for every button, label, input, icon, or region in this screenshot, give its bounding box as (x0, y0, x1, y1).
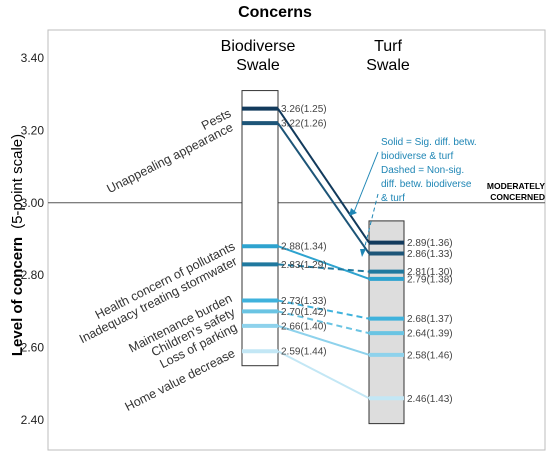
y-tick-label: 3.40 (21, 51, 45, 65)
turf-value-label: 2.81(1.30) (407, 267, 453, 278)
turf-swale-box (368, 220, 405, 425)
biodiverse-value-label: 2.70(1.42) (281, 307, 327, 318)
reference-label-line2: CONCERNED (490, 192, 545, 202)
note-arrowhead-dashed (360, 249, 366, 257)
note-arrow-solid (353, 151, 379, 213)
connector-line (277, 310, 370, 335)
biodiverse-value-label: 2.59(1.44) (281, 347, 327, 358)
note-line-1: Solid = Sig. diff. betw. (381, 137, 477, 148)
connector-line (277, 245, 370, 280)
connector-line (277, 324, 370, 356)
y-tick-label: 2.60 (21, 341, 45, 355)
note-arrow-dashed (363, 193, 379, 251)
note-line-2: biodiverse & turf (381, 151, 453, 162)
turf-value-label: 2.64(1.39) (407, 329, 453, 340)
turf-value-label: 2.46(1.43) (407, 394, 453, 405)
chart-title: Concerns (238, 4, 312, 21)
biodiverse-value-label: 3.22(1.26) (281, 119, 327, 130)
y-tick-label: 2.40 (21, 413, 45, 427)
y-tick-label: 3.00 (21, 196, 45, 210)
biodiverse-swale-box (241, 90, 279, 367)
plot-frame (47, 29, 546, 451)
note-line-5: & turf (381, 193, 405, 204)
note-line-3: Dashed = Non-sig. (381, 165, 464, 176)
turf-value-label: 2.89(1.36) (407, 238, 453, 249)
y-tick-label: 2.80 (21, 268, 45, 282)
y-axis-unit: (5-point scale) (9, 134, 26, 229)
y-tick-label: 3.20 (21, 123, 45, 137)
turf-value-label: 2.58(1.46) (407, 350, 453, 361)
category-label: Unappealing appearance (105, 120, 236, 196)
biodiverse-value-label: 2.73(1.33) (281, 296, 327, 307)
turf-value-label: 2.86(1.33) (407, 249, 453, 260)
turf-value-label: 2.79(1.38) (407, 274, 453, 285)
connector-line (277, 350, 370, 400)
connector-line (277, 299, 370, 320)
biodiverse-value-label: 3.26(1.25) (281, 104, 327, 115)
biodiverse-header-line2: Swale (236, 57, 280, 74)
y-ticks: 3.40 3.20 3.00 2.80 2.60 2.40 (21, 51, 45, 427)
turf-header-line1: Turf (374, 38, 402, 55)
connector-line (277, 108, 370, 244)
connector-line (277, 263, 370, 273)
biodiverse-value-label: 2.88(1.34) (281, 242, 327, 253)
note-arrowhead-solid (349, 208, 357, 216)
significance-note: Solid = Sig. diff. betw. biodiverse & tu… (349, 137, 477, 257)
y-axis-title: Level of concern (5-point scale) (9, 134, 26, 356)
biodiverse-header-line1: Biodiverse (221, 38, 296, 55)
svg-text:Level of concern (5-poin: Level of concern (5-point scale) (9, 134, 26, 356)
connector-line (277, 122, 370, 255)
note-line-4: diff. betw. biodiverse (381, 179, 472, 190)
biodiverse-value-label: 2.66(1.40) (281, 321, 327, 332)
turf-header-line2: Swale (366, 57, 410, 74)
y-axis-label: Level of concern (9, 237, 26, 356)
turf-value-label: 2.68(1.37) (407, 314, 453, 325)
reference-label-line1: MODERATELY (487, 181, 545, 191)
biodiverse-value-label: 2.83(1.29) (281, 260, 327, 271)
